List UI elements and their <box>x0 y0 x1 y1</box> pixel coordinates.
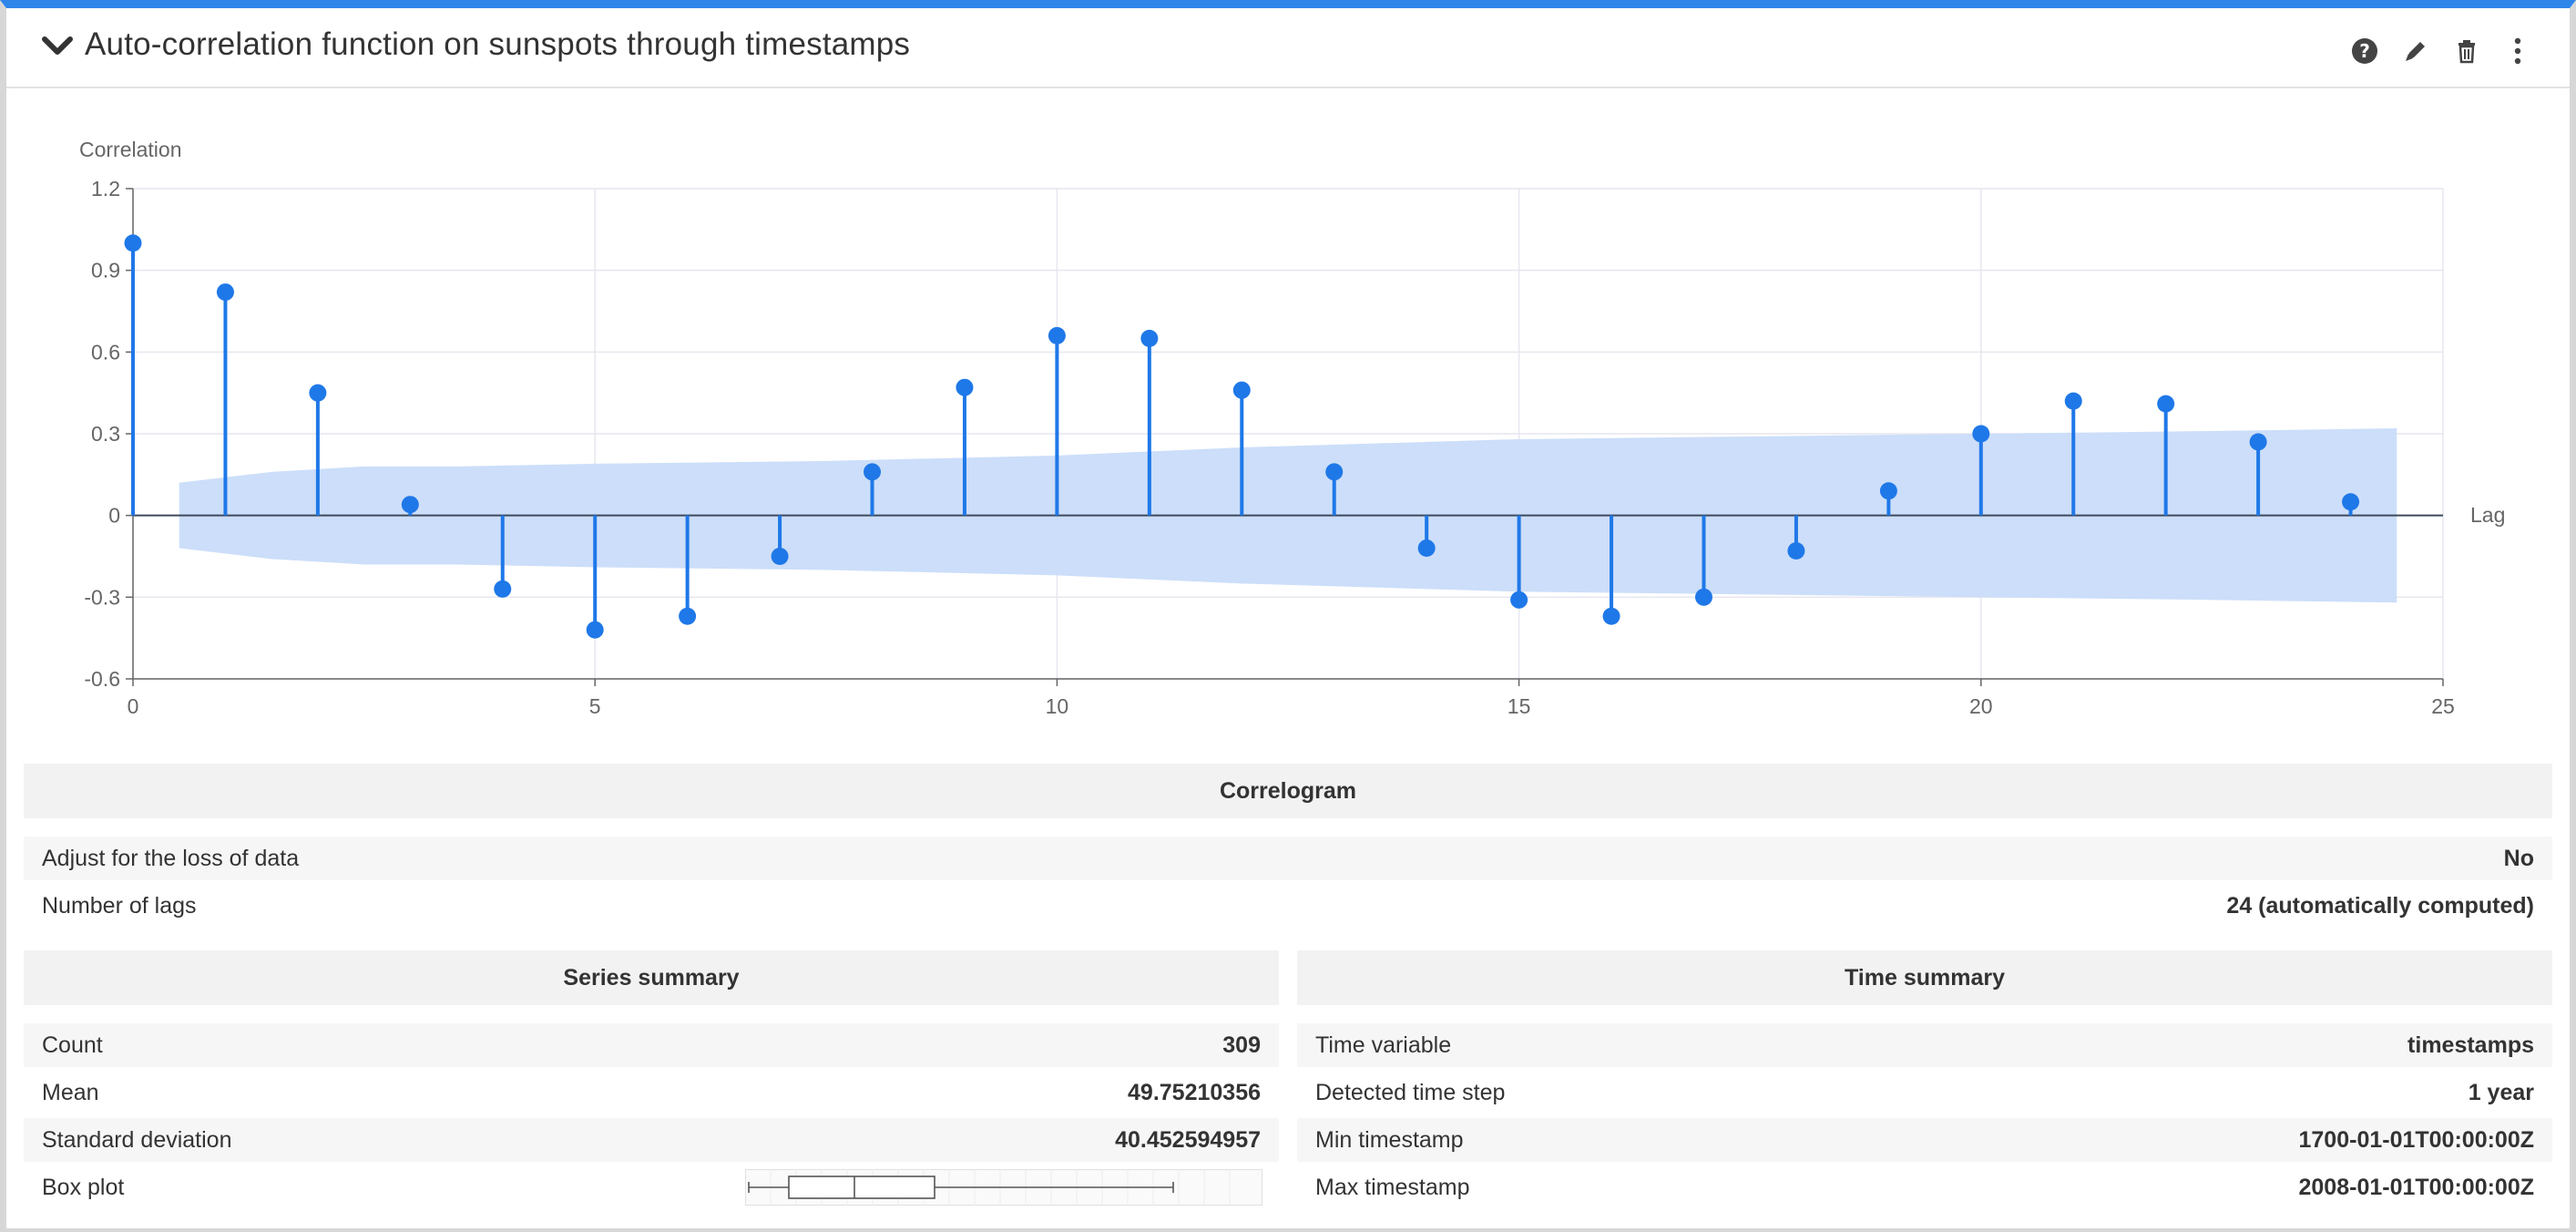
acf-point[interactable] <box>216 283 234 302</box>
row-label: Count <box>42 1032 103 1058</box>
row-value: 2008-01-01T00:00:00Z <box>2298 1175 2535 1200</box>
table-row: Detected time step 1 year <box>1297 1071 2552 1114</box>
table-row: Number of lags 24 (automatically compute… <box>24 884 2552 928</box>
acf-point[interactable] <box>401 496 419 514</box>
acf-point[interactable] <box>124 234 142 252</box>
help-icon[interactable]: ? <box>2349 36 2380 67</box>
row-label: Mean <box>42 1080 99 1105</box>
acf-point[interactable] <box>1879 482 1897 500</box>
table-row: Min timestamp 1700-01-01T00:00:00Z <box>1297 1118 2552 1162</box>
acf-point[interactable] <box>2064 392 2082 410</box>
row-label: Box plot <box>42 1175 125 1200</box>
y-tick-label: 0.6 <box>91 340 120 364</box>
x-tick-label: 20 <box>1969 694 1993 718</box>
y-tick-label: 0 <box>108 504 120 528</box>
acf-point[interactable] <box>1417 539 1436 558</box>
acf-point[interactable] <box>309 384 327 402</box>
more-vertical-icon[interactable] <box>2502 36 2533 67</box>
acf-point[interactable] <box>1787 542 1805 560</box>
time-summary-title: Time summary <box>1297 950 2552 1005</box>
delete-icon[interactable] <box>2451 36 2482 67</box>
acf-point[interactable] <box>1232 381 1251 399</box>
acf-point[interactable] <box>2249 433 2267 451</box>
y-tick-label: -0.6 <box>84 667 120 691</box>
row-label: Number of lags <box>42 893 197 919</box>
series-summary-section: Series summary Count 309 Mean 49.7521035… <box>24 950 1279 1209</box>
correlogram-title: Correlogram <box>24 764 2552 818</box>
table-row: Box plot <box>24 1165 1279 1209</box>
acf-point[interactable] <box>586 621 604 639</box>
row-label: Standard deviation <box>42 1127 232 1153</box>
acf-point[interactable] <box>956 378 974 396</box>
acf-chart: 1.2 0.9 0.6 0.3 0 -0.3 -0.6 0 5 10 15 20 25 Correlat… <box>6 118 2570 737</box>
y-tick-label: 0.3 <box>91 422 120 446</box>
acf-point[interactable] <box>679 607 697 625</box>
correlogram-section: Correlogram Adjust for the loss of data … <box>24 764 2552 928</box>
x-tick-label: 10 <box>1046 694 1069 718</box>
time-summary-section: Time summary Time variable timestamps De… <box>1297 950 2552 1209</box>
card-title: Auto-correlation function on sunspots th… <box>85 26 911 62</box>
x-tick-label: 15 <box>1508 694 1531 718</box>
box-plot <box>745 1169 1262 1206</box>
acf-point[interactable] <box>1602 607 1620 625</box>
chevron-down-icon[interactable] <box>41 32 74 61</box>
row-value: timestamps <box>2407 1032 2534 1058</box>
row-value: 1700-01-01T00:00:00Z <box>2298 1127 2535 1153</box>
acf-point[interactable] <box>1325 463 1344 481</box>
acf-point[interactable] <box>494 580 512 598</box>
row-value: 24 (automatically computed) <box>2226 893 2534 919</box>
row-label: Time variable <box>1315 1032 1452 1058</box>
svg-text:?: ? <box>2359 40 2370 62</box>
row-value: 1 year <box>2468 1080 2534 1105</box>
x-tick-label: 0 <box>128 694 139 718</box>
acf-point[interactable] <box>1140 329 1159 347</box>
row-label: Detected time step <box>1315 1080 1506 1105</box>
row-label: Adjust for the loss of data <box>42 846 300 871</box>
acf-point[interactable] <box>864 463 882 481</box>
y-axis-label: Correlation <box>79 138 182 161</box>
acf-point[interactable] <box>1694 588 1712 606</box>
row-label: Min timestamp <box>1315 1127 1464 1153</box>
table-row: Time variable timestamps <box>1297 1023 2552 1067</box>
table-row: Adjust for the loss of data No <box>24 837 2552 880</box>
table-row: Standard deviation 40.452594957 <box>24 1118 1279 1162</box>
row-value: 309 <box>1222 1032 1261 1058</box>
series-summary-title: Series summary <box>24 950 1279 1005</box>
y-tick-label: -0.3 <box>84 585 120 609</box>
acf-point[interactable] <box>2342 493 2360 511</box>
x-axis-label: Lag <box>2470 503 2505 527</box>
y-tick-label: 0.9 <box>91 259 120 282</box>
table-row: Mean 49.75210356 <box>24 1071 1279 1114</box>
table-row: Count 309 <box>24 1023 1279 1067</box>
acf-point[interactable] <box>1048 326 1066 344</box>
row-label: Max timestamp <box>1315 1175 1470 1200</box>
table-row: Max timestamp 2008-01-01T00:00:00Z <box>1297 1165 2552 1209</box>
edit-icon[interactable] <box>2400 36 2431 67</box>
x-tick-label: 25 <box>2431 694 2455 718</box>
x-tick-label: 5 <box>589 694 601 718</box>
acf-point[interactable] <box>2157 395 2175 413</box>
card-header: Auto-correlation function on sunspots th… <box>6 8 2570 88</box>
acf-point[interactable] <box>771 548 789 565</box>
acf-chart-svg: 1.2 0.9 0.6 0.3 0 -0.3 -0.6 0 5 10 15 20 25 Correlat… <box>79 138 2505 718</box>
row-value: No <box>2503 846 2534 871</box>
acf-point[interactable] <box>1510 590 1528 609</box>
row-value: 40.452594957 <box>1115 1127 1261 1153</box>
acf-point[interactable] <box>1972 425 1990 443</box>
y-tick-label: 1.2 <box>91 177 120 200</box>
row-value: 49.75210356 <box>1128 1080 1261 1105</box>
